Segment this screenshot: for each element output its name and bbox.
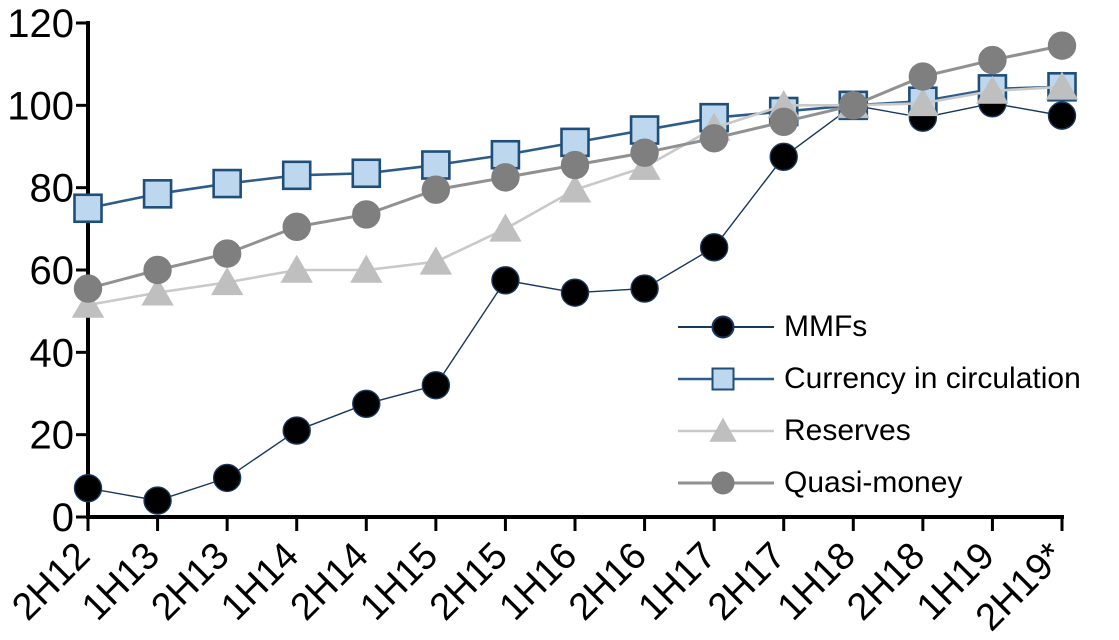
data-point-marker bbox=[560, 150, 590, 180]
data-point-marker bbox=[141, 277, 174, 306]
data-point-marker bbox=[839, 91, 868, 120]
legend-item-mmfs: MMFs bbox=[676, 301, 1081, 353]
x-tick-label: 2H15 bbox=[422, 535, 516, 629]
data-point-marker bbox=[978, 45, 1007, 75]
data-point-marker bbox=[558, 174, 592, 203]
y-tick-label: 0 bbox=[52, 496, 74, 540]
data-point-marker bbox=[769, 107, 798, 137]
x-tick-label: 1H18 bbox=[770, 535, 864, 629]
x-tick-label: 2H17 bbox=[700, 535, 794, 629]
data-point-marker bbox=[560, 278, 590, 307]
data-point-marker bbox=[352, 389, 381, 418]
data-point-marker bbox=[769, 142, 798, 171]
data-point-marker bbox=[73, 473, 103, 503]
data-point-marker bbox=[421, 150, 451, 180]
x-tick-label: 2H18 bbox=[839, 535, 933, 629]
data-point-marker bbox=[1047, 101, 1077, 130]
data-point-marker bbox=[906, 87, 940, 117]
data-point-marker bbox=[491, 266, 520, 295]
legend-item-quasi-money: Quasi-money bbox=[676, 457, 1081, 509]
data-point-marker bbox=[350, 254, 383, 283]
y-tick-label: 120 bbox=[7, 2, 74, 46]
data-point-marker bbox=[73, 274, 103, 303]
data-point-marker bbox=[143, 255, 172, 285]
legend-label: Currency in circulation bbox=[784, 362, 1081, 395]
data-point-marker bbox=[73, 193, 103, 224]
x-tick-label: 2H13 bbox=[144, 535, 238, 629]
data-point-marker bbox=[143, 486, 172, 515]
data-point-marker bbox=[908, 62, 938, 91]
data-point-marker bbox=[421, 371, 451, 400]
data-point-marker bbox=[699, 124, 729, 153]
legend-marker-shape bbox=[711, 315, 735, 339]
data-point-marker bbox=[421, 175, 451, 204]
x-tick-label: 1H15 bbox=[352, 535, 446, 629]
data-point-marker bbox=[699, 233, 729, 262]
legend-marker-shape bbox=[711, 367, 735, 391]
data-point-marker bbox=[1047, 31, 1077, 60]
legend-marker-currency-icon bbox=[678, 367, 774, 391]
legend-marker-reserves-icon bbox=[678, 417, 774, 442]
series-quasi-money bbox=[73, 31, 1077, 303]
data-point-marker bbox=[351, 158, 382, 189]
data-point-marker bbox=[281, 160, 312, 191]
data-point-marker bbox=[1045, 71, 1079, 100]
legend-marker-shape bbox=[711, 471, 735, 495]
data-point-marker bbox=[212, 168, 242, 199]
data-point-marker bbox=[280, 254, 313, 283]
x-tick-label: 2H14 bbox=[283, 535, 377, 629]
data-point-marker bbox=[489, 213, 522, 242]
data-point-marker bbox=[212, 239, 242, 268]
legend-item-currency-in-circulation: Currency in circulation bbox=[676, 353, 1081, 405]
x-tick-label: 1H16 bbox=[491, 535, 585, 629]
x-tick-label: 2H12 bbox=[4, 535, 98, 629]
legend-marker-mmfs-icon bbox=[678, 315, 774, 339]
y-tick-label: 20 bbox=[30, 414, 75, 458]
data-point-marker bbox=[630, 138, 659, 167]
y-tick-label: 100 bbox=[7, 84, 74, 128]
y-tick-label: 80 bbox=[30, 167, 75, 211]
data-point-marker bbox=[490, 139, 521, 170]
data-point-marker bbox=[491, 163, 520, 192]
legend-label: Reserves bbox=[784, 414, 911, 447]
legend-label: Quasi-money bbox=[784, 466, 963, 499]
x-tick-label: 1H17 bbox=[631, 535, 725, 629]
data-point-marker bbox=[71, 289, 105, 318]
x-tick-label: 2H16 bbox=[561, 535, 655, 629]
legend: MMFs Currency in circulation Reserves Qu… bbox=[676, 301, 1081, 509]
data-point-marker bbox=[419, 246, 453, 275]
legend-marker-quasi-money-icon bbox=[678, 471, 774, 495]
legend-marker-shape bbox=[709, 417, 737, 442]
legend-item-reserves: Reserves bbox=[676, 405, 1081, 457]
data-point-marker bbox=[282, 416, 311, 445]
data-point-marker bbox=[210, 267, 244, 296]
data-point-marker bbox=[976, 75, 1009, 104]
legend-label: MMFs bbox=[784, 310, 868, 343]
y-tick-label: 40 bbox=[30, 331, 75, 375]
x-tick-label: 1H13 bbox=[74, 535, 168, 629]
data-point-marker bbox=[142, 179, 173, 209]
data-point-marker bbox=[352, 200, 381, 229]
data-point-marker bbox=[282, 212, 311, 241]
y-tick-label: 60 bbox=[30, 249, 75, 293]
data-point-marker bbox=[630, 274, 659, 303]
data-point-marker bbox=[212, 463, 242, 493]
x-tick-label: 1H14 bbox=[213, 535, 307, 629]
